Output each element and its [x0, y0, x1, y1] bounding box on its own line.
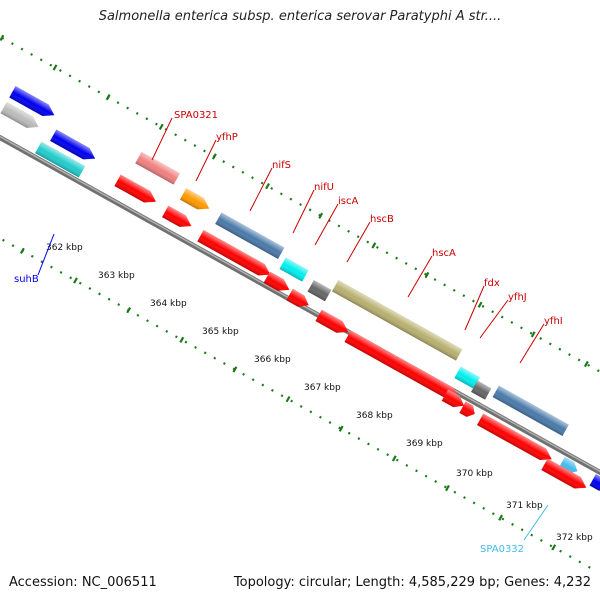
guide-tick [530, 331, 536, 338]
guide-tick [445, 484, 450, 492]
gene-label-leader [37, 233, 55, 276]
gene-label-leader [346, 221, 371, 263]
guide-tick [498, 514, 504, 521]
guide-tick [583, 360, 589, 368]
gene-label-leader [195, 139, 217, 182]
cog-feature[interactable] [492, 385, 569, 436]
scale-tick-label: 368 kbp [356, 411, 393, 421]
cds-feature[interactable] [286, 288, 312, 311]
guide-tick [158, 123, 164, 130]
guide-tick [371, 242, 377, 249]
guide-tick [232, 366, 238, 373]
scale-tick-label: 370 kbp [456, 469, 493, 479]
guide-tick [52, 64, 58, 71]
cog-feature[interactable] [454, 366, 480, 389]
gene-labels: suhBSPA0321yfhPnifSnifUiscAhscBhscAfdxyf… [14, 110, 563, 555]
cds-feature[interactable] [459, 401, 478, 419]
gene-label[interactable]: SPA0321 [174, 110, 218, 121]
guide-tick [477, 301, 483, 308]
scale-tick-label: 364 kbp [150, 299, 187, 309]
gene-label[interactable]: SPA0332 [480, 544, 524, 555]
cds-feature[interactable] [197, 230, 273, 280]
guide-tick [211, 153, 217, 160]
guide-tick [551, 544, 557, 551]
accession-text: Accession: NC_006511 [9, 575, 157, 590]
cds-feature[interactable] [263, 271, 293, 296]
guide-tick [105, 94, 111, 101]
guide-tick [391, 455, 397, 462]
gene-label[interactable]: nifS [272, 160, 291, 171]
scale-tick-label: 362 kbp [46, 243, 83, 253]
gene-label[interactable]: suhB [14, 274, 39, 285]
gene-label[interactable]: fdx [484, 278, 500, 289]
cds-feature[interactable] [344, 330, 462, 404]
scale-tick-label: 372 kbp [556, 533, 593, 543]
dotted-guide [0, 237, 599, 574]
dotted-guide [1, 36, 600, 373]
scale-tick-label: 366 kbp [254, 355, 291, 365]
guide-tick [424, 271, 430, 279]
gene-label[interactable]: yfhI [544, 316, 563, 327]
scale-tick-label: 363 kbp [98, 271, 135, 281]
cog-feature[interactable] [589, 474, 600, 494]
topology-text: Topology: circular; Length: 4,585,229 bp… [233, 575, 591, 590]
gene-label-leader [519, 323, 545, 364]
cds-feature[interactable] [476, 413, 555, 465]
cds-feature[interactable] [162, 205, 195, 232]
gene-label-leader [479, 299, 509, 339]
cds-feature[interactable] [441, 389, 468, 411]
map-title: Salmonella enterica subsp. enterica sero… [98, 9, 502, 24]
cog-feature[interactable] [332, 280, 463, 361]
gene-label-leader [292, 189, 315, 234]
cds-feature[interactable] [114, 174, 159, 208]
guide-tick [126, 306, 132, 314]
gene-label[interactable]: yfhJ [508, 292, 527, 303]
gene-label[interactable]: iscA [338, 196, 358, 207]
cds-feature[interactable] [541, 458, 589, 494]
gene-label-leader [151, 117, 173, 161]
guide-tick [265, 182, 270, 190]
cog-feature[interactable] [279, 257, 309, 282]
guide-tick [73, 277, 78, 284]
cog-feature[interactable] [307, 280, 332, 302]
gene-label-leader [464, 285, 485, 331]
gene-label[interactable]: nifU [314, 182, 334, 193]
gene-label-leader [407, 255, 433, 298]
scale-tick-label: 371 kbp [506, 501, 543, 511]
feature-track-guides [0, 34, 600, 574]
cds-feature[interactable] [315, 309, 351, 338]
guide-tick [19, 247, 25, 255]
guide-tick [318, 212, 324, 219]
guide-tick [285, 395, 291, 403]
cog-feature[interactable] [179, 188, 213, 214]
cog-feature[interactable] [215, 212, 285, 259]
cog-feature[interactable] [471, 380, 492, 400]
scale-ticks: 362 kbp 363 kbp 364 kbp 365 kbp 366 kbp 367 k… [46, 243, 593, 543]
cog-feature[interactable] [135, 151, 180, 185]
gene-label[interactable]: hscB [370, 214, 394, 225]
cog-feature[interactable] [0, 101, 41, 133]
guide-tick [338, 425, 344, 432]
scale-tick-label: 365 kbp [202, 327, 239, 337]
gene-label-leader [249, 167, 273, 212]
cog-feature[interactable] [9, 86, 57, 121]
gene-label-leader [523, 504, 549, 541]
scale-tick-label: 367 kbp [304, 383, 341, 393]
gene-label[interactable]: yfhP [216, 132, 238, 143]
cog-feature[interactable] [50, 129, 98, 165]
scale-tick-label: 369 kbp [406, 439, 443, 449]
gene-label-leader [314, 203, 339, 246]
gene-label[interactable]: hscA [432, 248, 456, 259]
guide-tick [0, 34, 5, 42]
cog-feature[interactable] [35, 141, 86, 178]
guide-tick [179, 336, 185, 343]
feature-tracks [0, 86, 600, 494]
